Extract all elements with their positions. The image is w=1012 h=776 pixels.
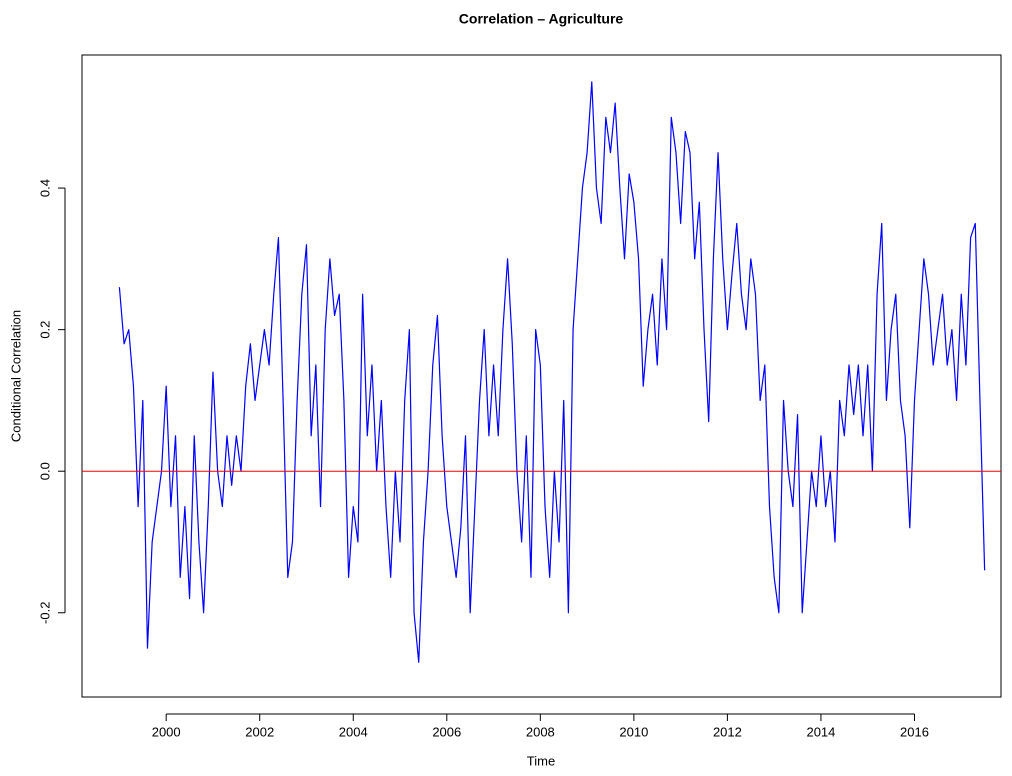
x-tick-label: 2006 bbox=[432, 724, 461, 739]
plot-frame bbox=[81, 54, 1002, 698]
x-tick-label: 2004 bbox=[339, 724, 368, 739]
x-tick-label: 2016 bbox=[900, 724, 929, 739]
x-tick-label: 2002 bbox=[245, 724, 274, 739]
series-line bbox=[118, 81, 986, 663]
x-tick-label: 2000 bbox=[152, 724, 181, 739]
x-tick-label: 2008 bbox=[526, 724, 555, 739]
x-tick-label: 2014 bbox=[806, 724, 835, 739]
chart-title: Correlation – Agriculture bbox=[459, 11, 624, 27]
y-tick-label: 0.4 bbox=[37, 179, 52, 197]
y-tick-label: -0.2 bbox=[37, 602, 52, 624]
x-tick-label: 2010 bbox=[619, 724, 648, 739]
y-axis-label: Conditional Correlation bbox=[8, 310, 23, 442]
y-tick-label: 0.0 bbox=[37, 462, 52, 480]
x-axis-label: Time bbox=[527, 753, 555, 768]
x-tick-label: 2012 bbox=[713, 724, 742, 739]
y-tick-label: 0.2 bbox=[37, 321, 52, 339]
